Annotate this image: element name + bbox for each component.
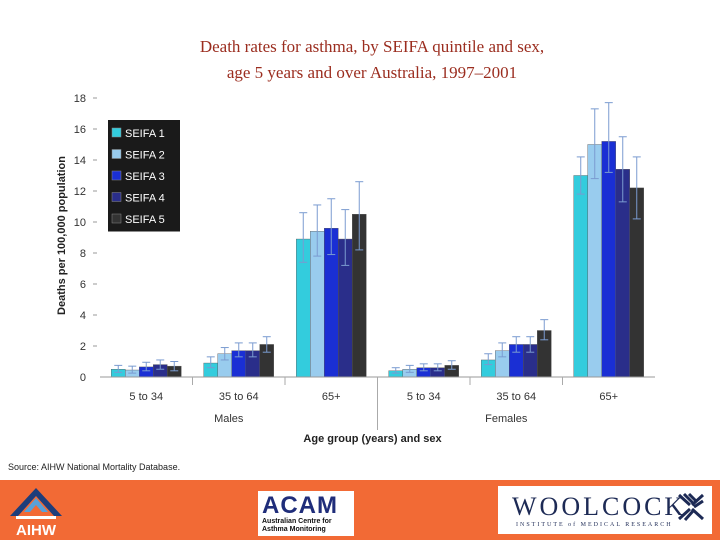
acam-logo: ACAM Australian Centre for Asthma Monito…	[258, 491, 354, 536]
plot-area: 0 2 4 6 8 10 12 14 16 18 Deaths per 100,000 popula…	[56, 93, 655, 445]
chart-title-line-2: age 5 years and over Australia, 1997–200…	[227, 63, 517, 82]
x-axis-title: Age group (years) and sex	[303, 433, 442, 445]
aihw-emblem-icon	[10, 488, 62, 519]
group-label: Males	[214, 413, 244, 425]
chart-title-line-1: Death rates for asthma, by SEIFA quintil…	[200, 37, 544, 56]
woolcock-logo: WOOLCOCK INSTITUTE of MEDICAL RESEARCH	[498, 486, 712, 534]
footer-bar: AIHW ACAM Australian Centre for Asthma M…	[0, 480, 720, 540]
x-tick-label: 65+	[599, 391, 618, 403]
y-tick-label: 6	[80, 279, 86, 291]
woolcock-emblem-icon	[677, 492, 705, 521]
x-tick-label: 5 to 34	[129, 391, 163, 403]
woolcock-label: WOOLCOCK	[512, 492, 687, 521]
y-tick-label: 2	[80, 341, 86, 353]
bar	[573, 175, 588, 378]
woolcock-subtitle: INSTITUTE of MEDICAL RESEARCH	[516, 522, 673, 528]
acam-label: ACAM	[262, 492, 338, 519]
aihw-label: AIHW	[16, 522, 56, 539]
legend-swatch	[111, 127, 122, 138]
y-tick-label: 14	[74, 155, 86, 167]
y-tick-label: 4	[80, 310, 86, 322]
bar	[587, 144, 602, 378]
y-tick-label: 18	[74, 93, 86, 105]
legend-swatch	[111, 192, 122, 202]
x-tick-label: 35 to 64	[496, 391, 536, 403]
legend-label: SEIFA 5	[125, 214, 165, 226]
legend-label: SEIFA 1	[125, 128, 165, 140]
chart: Death rates for asthma, by SEIFA quintil…	[56, 37, 655, 445]
source-note: Source: AIHW National Mortality Database…	[8, 462, 181, 472]
x-tick-label: 65+	[322, 391, 341, 403]
legend-swatch	[111, 213, 122, 224]
y-axis-title: Deaths per 100,000 population	[56, 156, 68, 315]
aihw-logo: AIHW	[6, 486, 78, 539]
legend-label: SEIFA 3	[125, 171, 165, 183]
acam-subtitle: Australian Centre for Asthma Monitoring	[262, 518, 332, 533]
y-tick-label: 12	[74, 186, 86, 198]
y-tick-label: 10	[74, 217, 86, 229]
x-tick-label: 5 to 34	[407, 391, 441, 403]
y-tick-label: 16	[74, 124, 86, 136]
legend-swatch	[111, 149, 122, 159]
y-tick-label: 0	[80, 372, 86, 384]
legend-label: SEIFA 2	[125, 150, 165, 162]
bar	[601, 141, 616, 378]
y-tick-label: 8	[80, 248, 86, 260]
group-label: Females	[485, 413, 528, 425]
x-tick-label: 35 to 64	[219, 391, 259, 403]
legend-swatch	[111, 170, 122, 181]
legend-label: SEIFA 4	[125, 193, 165, 205]
